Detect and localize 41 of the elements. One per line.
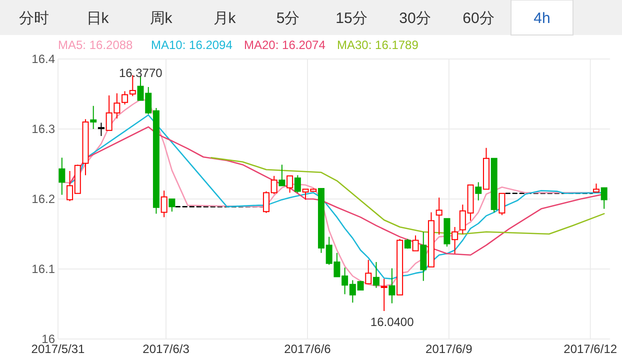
- candlestick: [294, 174, 301, 194]
- text: MA30: 16.1789: [337, 38, 419, 52]
- text: 分时: [19, 10, 49, 27]
- y-tick-label: 16.3: [32, 122, 56, 136]
- candlestick: [436, 197, 442, 236]
- text: 月k: [213, 10, 236, 27]
- candlestick: [452, 226, 458, 254]
- text: 30分: [399, 10, 431, 27]
- candlestick: [278, 164, 286, 186]
- candlestick: [498, 192, 506, 216]
- text: 日k: [86, 10, 110, 27]
- y-tick-label: 16.4: [32, 52, 56, 66]
- candlestick: [600, 187, 608, 210]
- candlestick: [388, 268, 396, 304]
- line-series: [210, 157, 605, 235]
- candlestick: [372, 262, 380, 288]
- x-tick-label: 2017/6/12: [564, 342, 618, 356]
- x-tick-label: 2017/6/3: [142, 342, 190, 356]
- text: 周k: [150, 10, 173, 27]
- text: 4h: [534, 10, 550, 27]
- x-tick-label: 2017/6/9: [426, 342, 473, 356]
- text: MA20: 16.2074: [244, 38, 326, 52]
- candlestick: [168, 198, 176, 212]
- text: 5分: [276, 10, 300, 27]
- candlestick: [380, 278, 388, 312]
- text: 15分: [336, 10, 368, 27]
- candlestick: [160, 190, 168, 218]
- y-tick-label: 16.2: [32, 192, 56, 206]
- candlestick: [412, 234, 419, 252]
- candlestick: [475, 182, 482, 201]
- text: 60分: [462, 10, 494, 27]
- text: MA10: 16.2094: [151, 38, 233, 52]
- annotation: 16.0400: [370, 315, 414, 329]
- annotation: 16.3770: [118, 66, 163, 80]
- candlestick: [365, 259, 372, 284]
- candlestick: [90, 105, 97, 130]
- text: MA5: 16.2088: [58, 38, 134, 52]
- x-tick-label: 2017/6/6: [284, 342, 332, 356]
- candlestick: [286, 175, 294, 194]
- y-tick-label: 16.1: [32, 262, 56, 276]
- candlestick: [58, 157, 66, 196]
